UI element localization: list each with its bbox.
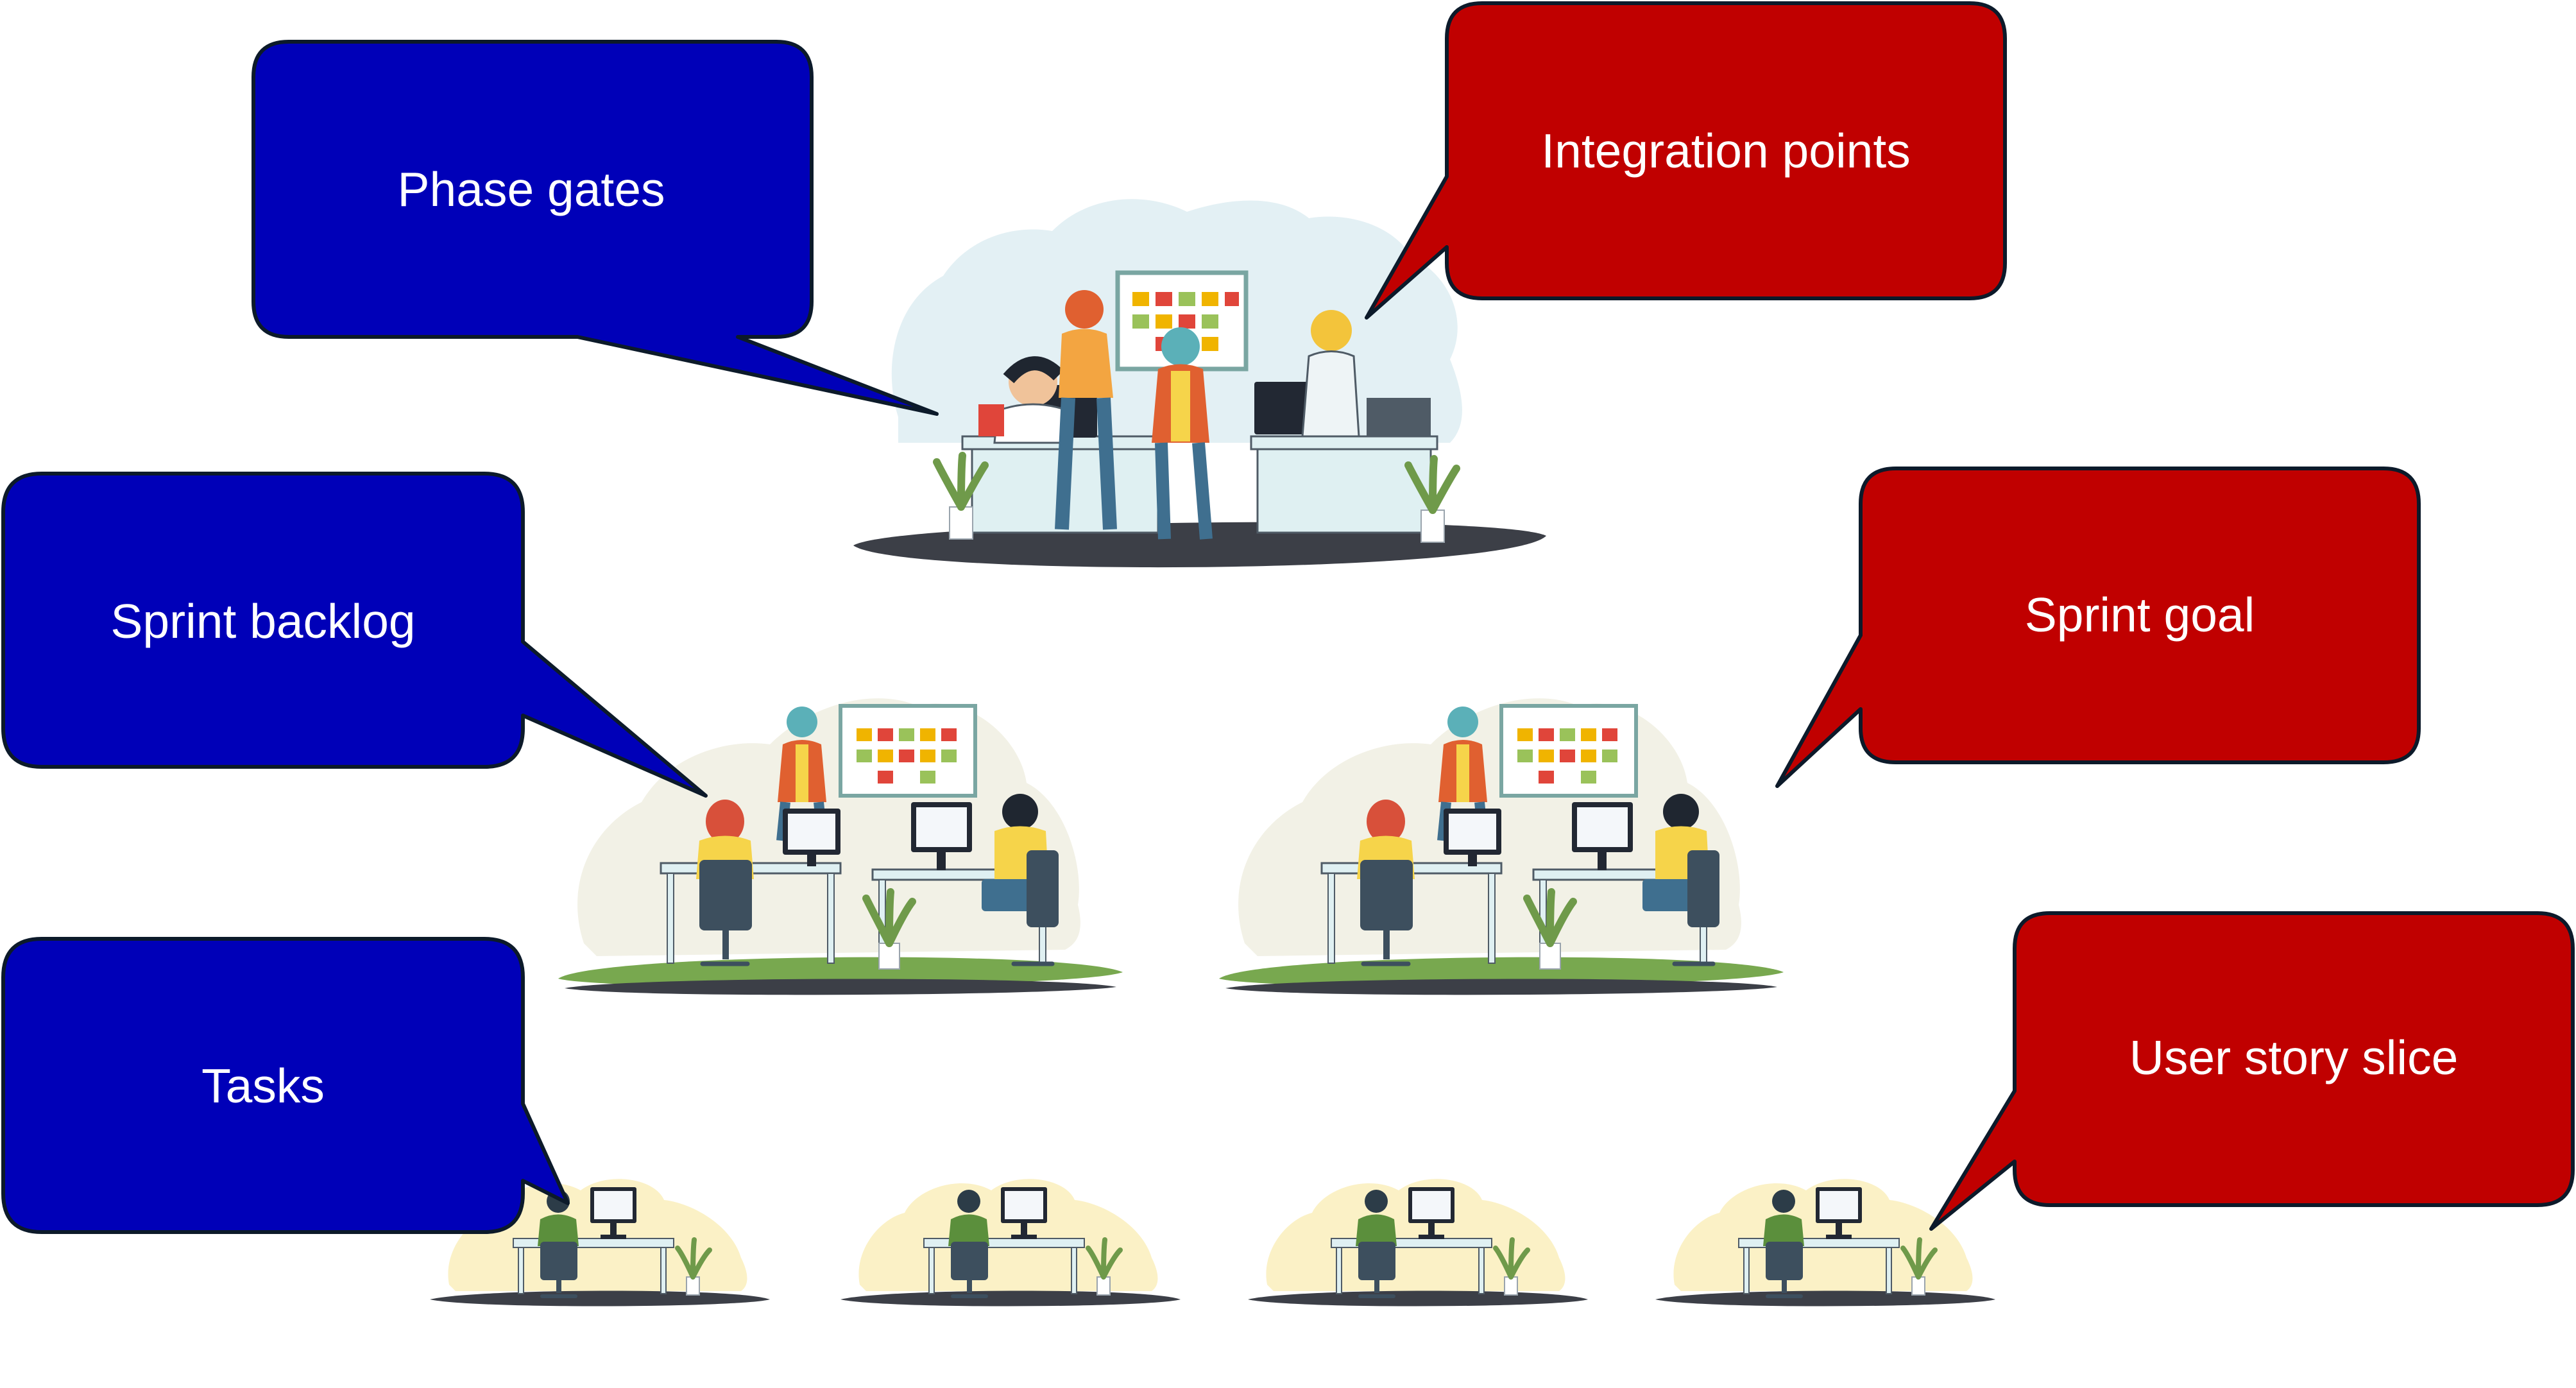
callout-shape	[1, 472, 708, 798]
callout-label: Tasks	[201, 1059, 325, 1113]
team-workspace-illustration	[1219, 698, 1784, 995]
callout-sprint-goal: Sprint goal	[1775, 467, 2421, 788]
callout-label: Sprint goal	[2025, 588, 2255, 642]
callout-label: User story slice	[2129, 1031, 2459, 1084]
developer-desk-illustration	[1248, 1179, 1588, 1306]
callout-label: Integration points	[1541, 124, 1910, 178]
callout-shape	[252, 40, 939, 416]
callout-shape	[1, 937, 570, 1234]
callout-sprint-backlog: Sprint backlog	[1, 472, 708, 798]
developer-desk-illustration	[840, 1179, 1181, 1306]
callout-shape	[1929, 911, 2575, 1231]
callout-user-story-slice: User story slice	[1929, 911, 2575, 1231]
developer-desk-illustration	[1655, 1179, 1995, 1306]
callout-phase-gates: Phase gates	[252, 40, 939, 416]
callout-shape	[1365, 1, 2007, 320]
callout-label: Sprint backlog	[110, 594, 415, 648]
callout-integration-points: Integration points	[1365, 1, 2007, 320]
team-meeting-illustration	[853, 199, 1546, 568]
callout-shape	[1775, 467, 2421, 788]
callout-label: Phase gates	[398, 162, 665, 216]
callout-tasks: Tasks	[1, 937, 570, 1234]
